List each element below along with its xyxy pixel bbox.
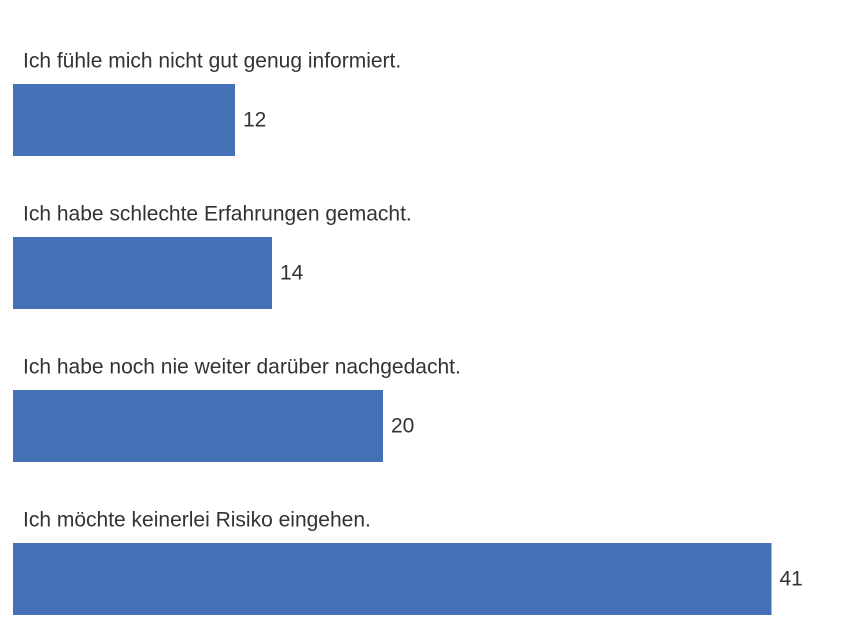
value-label: 14 <box>280 262 304 285</box>
bar <box>13 543 772 615</box>
value-label: 12 <box>243 109 266 132</box>
bar <box>13 390 383 462</box>
value-label: 41 <box>780 568 803 591</box>
bar <box>13 237 272 309</box>
category-label: Ich möchte keinerlei Risiko eingehen. <box>23 509 371 532</box>
bar <box>13 84 235 156</box>
category-label: Ich habe noch nie weiter darüber nachged… <box>23 356 461 379</box>
category-label: Ich fühle mich nicht gut genug informier… <box>23 50 401 73</box>
category-label: Ich habe schlechte Erfahrungen gemacht. <box>23 203 412 226</box>
value-label: 20 <box>391 415 414 438</box>
